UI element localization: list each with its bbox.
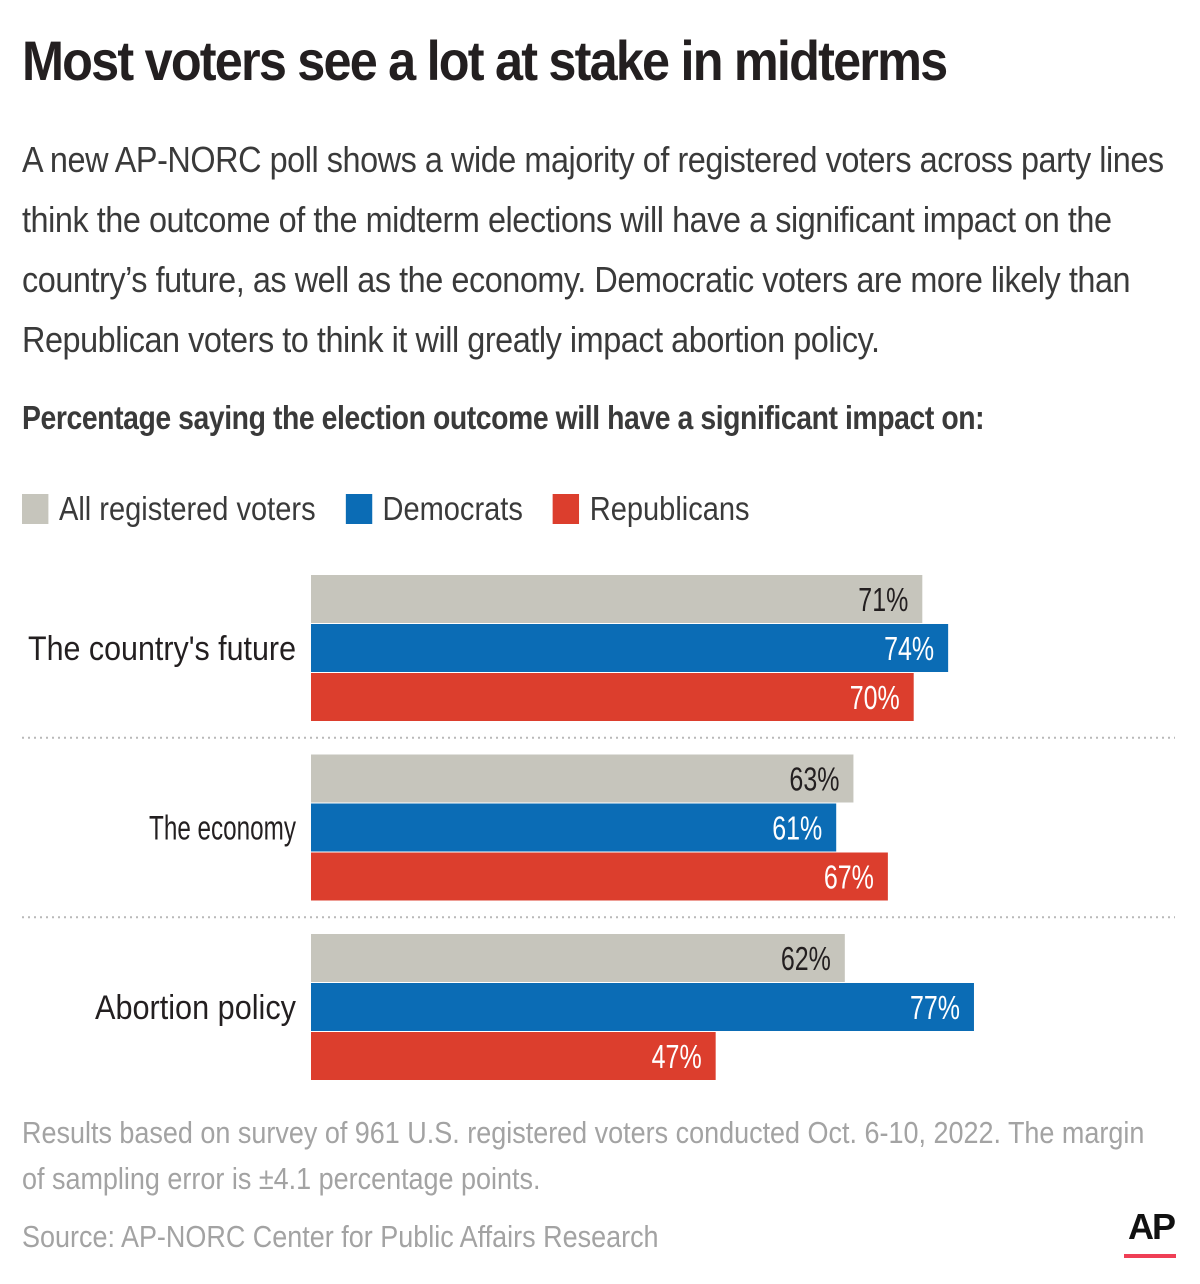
chart-subtitle: Percentage saying the election outcome w… [22,399,985,436]
bar-democrats-the-economy [311,803,837,852]
value-label-democrats-the-economy: 61% [772,810,822,847]
legend: All registered voters Democrats Republic… [22,490,780,528]
bar-all-registered-voters-the-economy [311,754,854,803]
legend-swatch-all-voters [22,494,49,524]
legend-label-republicans: Republicans [589,490,750,527]
footnote: Results based on survey of 961 U.S. regi… [22,1115,1145,1196]
bar-republicans-the-country-s-future [311,673,914,721]
value-label-all-registered-voters-the-country-s-future: 71% [858,581,908,618]
value-label-democrats-abortion-policy: 77% [910,989,960,1026]
legend-label-democrats: Democrats [382,490,523,527]
intro-text: A new AP-NORC poll shows a wide majority… [22,139,1164,360]
category-label-abortion-policy: Abortion policy [95,989,296,1027]
bar-all-registered-voters-abortion-policy [311,934,845,982]
value-label-all-registered-voters-the-economy: 63% [789,761,839,798]
bar-democrats-the-country-s-future [311,624,949,672]
bar-democrats-abortion-policy [311,983,974,1031]
value-label-republicans-the-economy: 67% [824,859,874,896]
category-label-the-economy: The economy [149,810,296,848]
chart-title: Most voters see a lot at stake in midter… [22,29,948,92]
source-line: Source: AP-NORC Center for Public Affair… [22,1219,659,1254]
value-label-all-registered-voters-abortion-policy: 62% [781,940,831,977]
legend-item-democrats: Democrats [345,490,523,528]
legend-item-all-voters: All registered voters [22,490,316,528]
value-label-republicans-abortion-policy: 47% [652,1038,702,1075]
legend-item-republicans: Republicans [552,490,750,528]
bar-republicans-abortion-policy [311,1032,716,1080]
category-label-the-country-s-future: The country's future [28,630,296,668]
bar-republicans-the-economy [311,852,888,901]
legend-label-all-voters: All registered voters [58,490,316,527]
ap-logo: AP [1127,1206,1176,1247]
value-label-democrats-the-country-s-future: 74% [884,630,934,667]
value-label-republicans-the-country-s-future: 70% [850,679,900,716]
legend-swatch-democrats [345,494,372,524]
bar-all-registered-voters-the-country-s-future [311,575,923,623]
ap-logo-underline [1124,1254,1176,1258]
legend-swatch-republicans [552,494,580,524]
